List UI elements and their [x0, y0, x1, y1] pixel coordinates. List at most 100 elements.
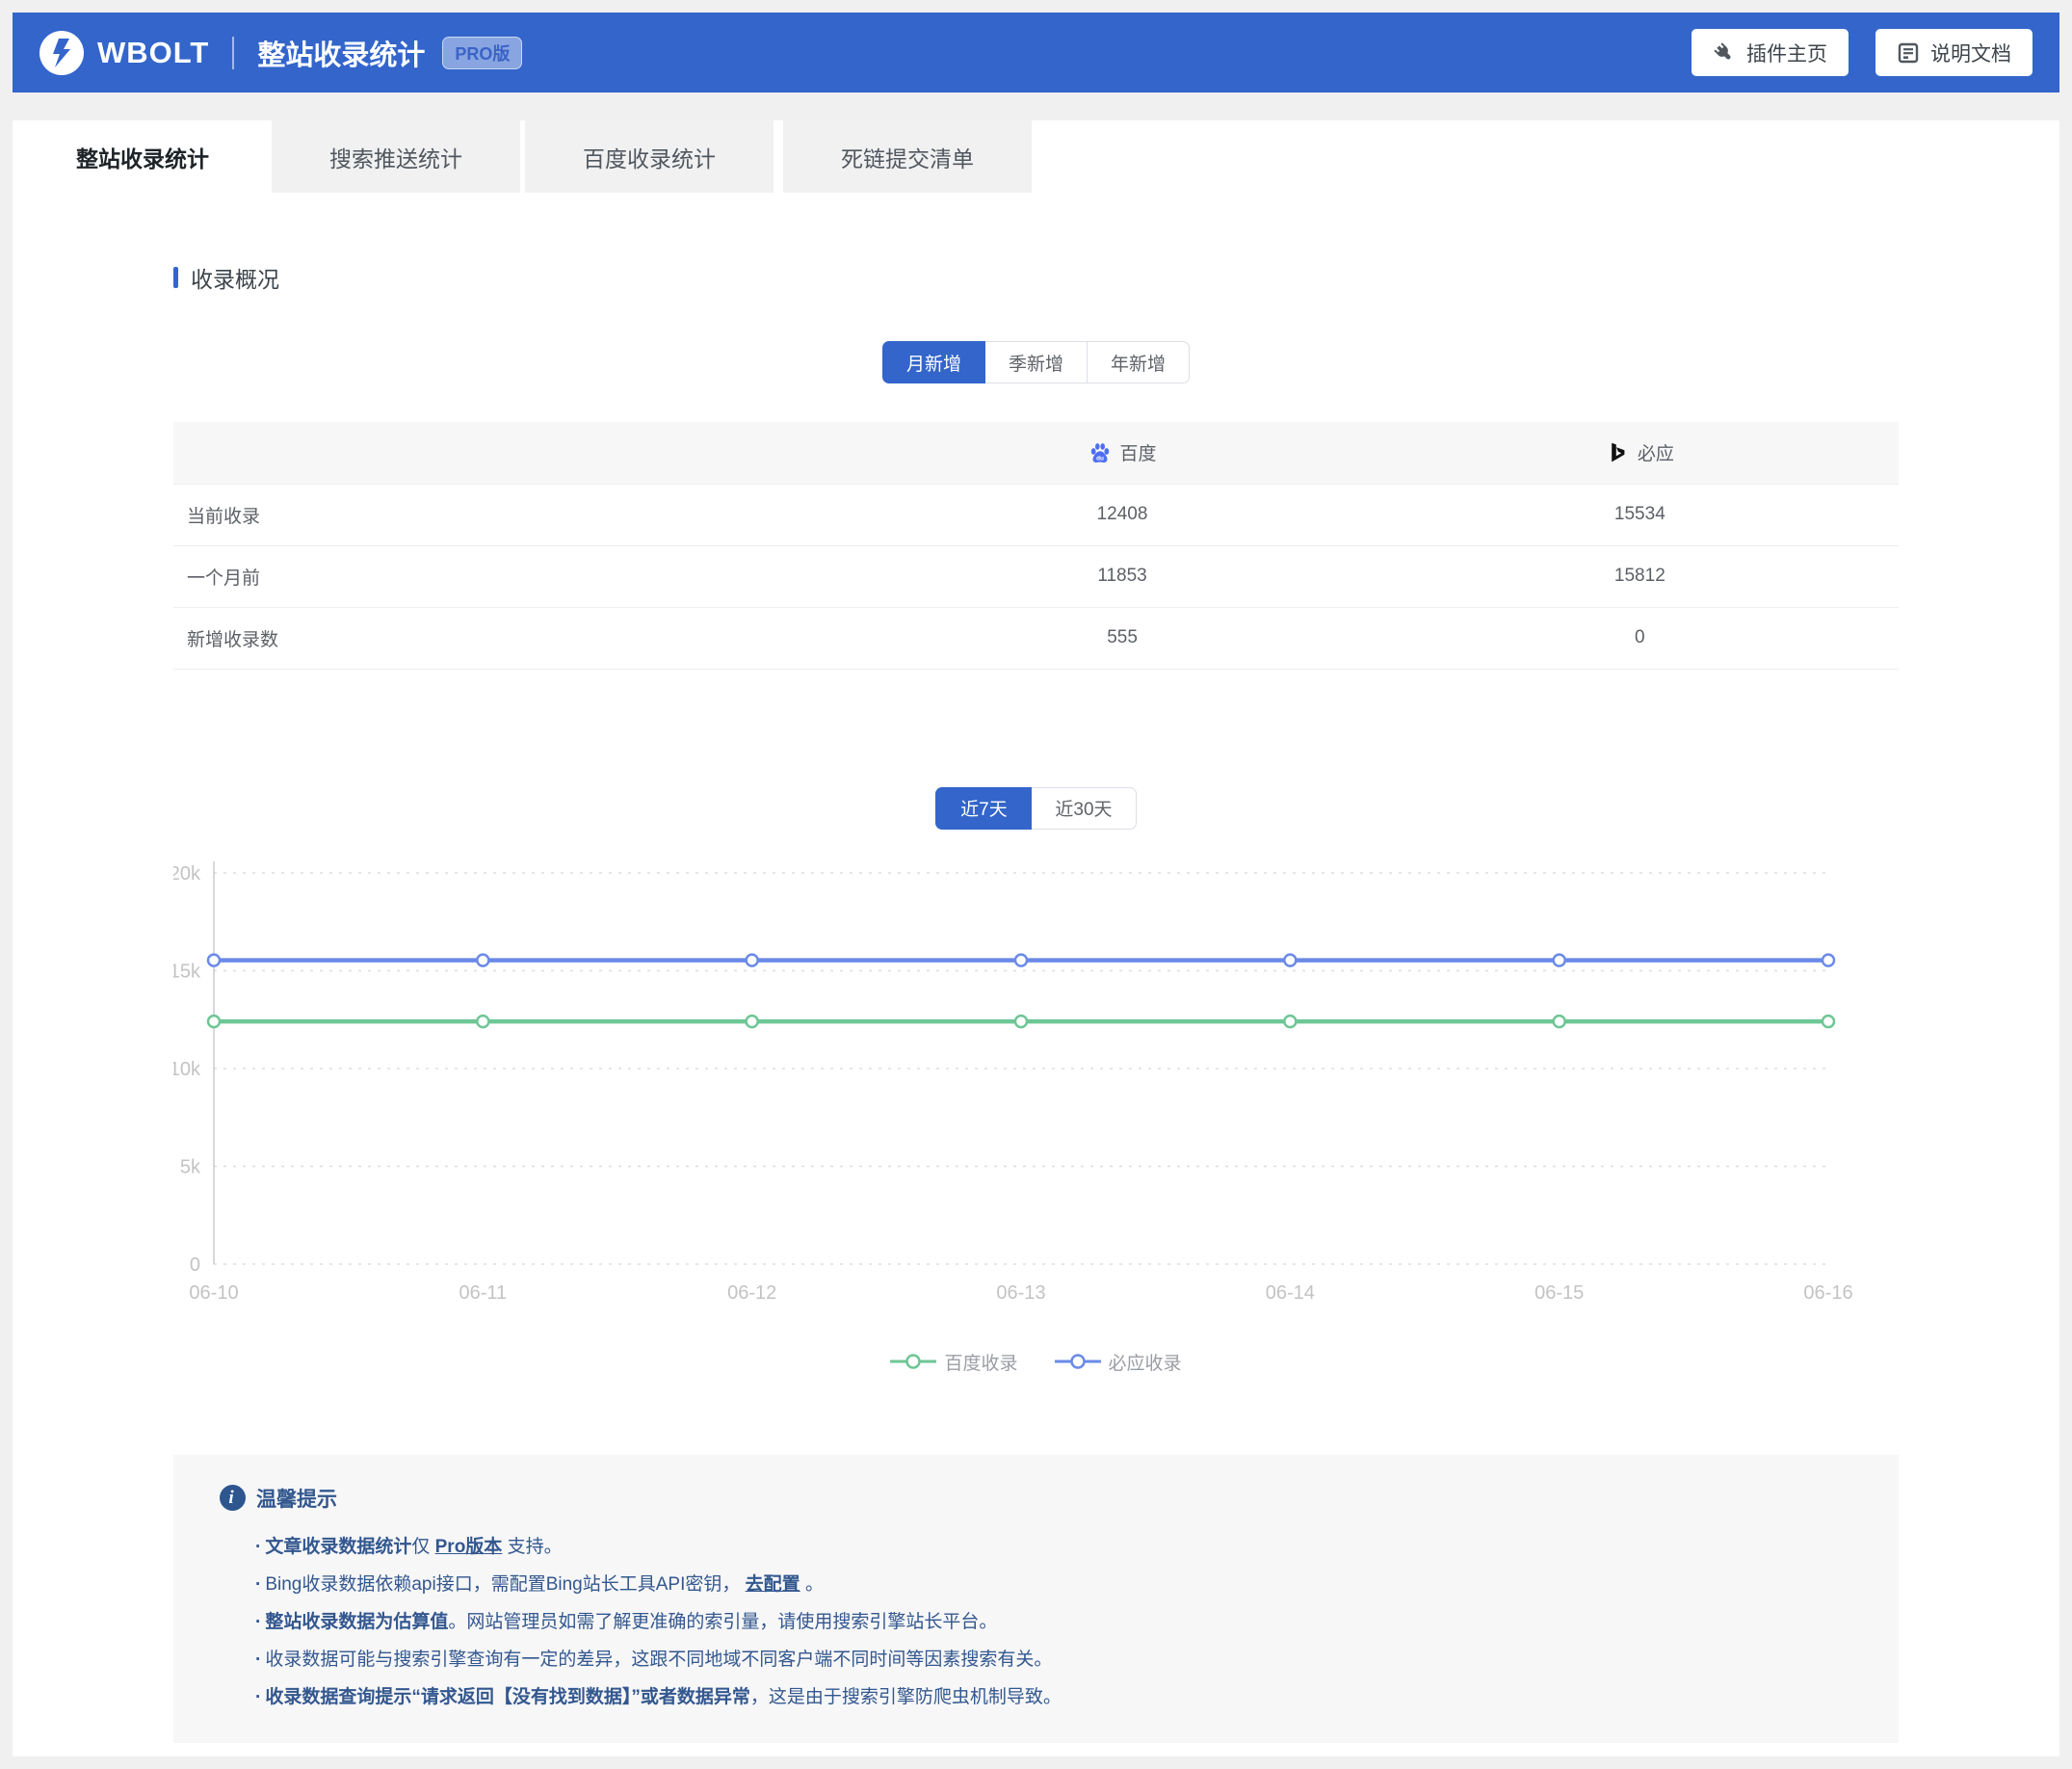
bing-column-label: 必应 [1637, 444, 1674, 465]
tab-dead-link-list[interactable]: 死链提交清单 [783, 120, 1032, 193]
baidu-column-label: 百度 [1119, 444, 1157, 465]
notice-text: 整站收录数据为估算值 [265, 1611, 449, 1632]
range-toggle-group: 近7天 近30天 [935, 786, 1137, 830]
card-body: 收录概况 月新增 季新增 年新增 [13, 261, 2059, 1756]
period-toggle-group: 月新增 季新增 年新增 [881, 341, 1191, 383]
index-summary-table: du 百度 必应 [173, 422, 1899, 670]
chart-marker [1283, 1014, 1298, 1028]
notice-header: i 温馨提示 [220, 1484, 1852, 1513]
notice-text: 收录数据可能与搜索引擎查询有一定的差异，这跟不同地域不同客户端不同时间等因素搜索… [265, 1649, 1053, 1670]
bing-icon [1612, 442, 1625, 462]
month-ago-bing-value: 15812 [1380, 545, 1899, 608]
notice-text: 文章收录数据统计 [265, 1536, 412, 1557]
line-chart-canvas: 0 5k 10k 15k 20k 06-10 06-11 06-12 06-13 06-14 06-… [173, 860, 1853, 1304]
chart-marker [476, 952, 490, 967]
baidu-icon-du-text: du [1096, 455, 1104, 462]
app-header: WBOLT 整站收录统计 PRO版 插件主页 说明文档 [13, 13, 2059, 92]
section-title-row: 收录概况 [173, 261, 1899, 294]
legend-label: 必应收录 [1108, 1353, 1182, 1374]
month-ago-baidu-value: 11853 [863, 545, 1381, 608]
configure-link[interactable]: 去配置 [745, 1573, 800, 1595]
notice-item: 收录数据可能与搜索引擎查询有一定的差异，这跟不同地域不同客户端不同时间等因素搜索… [255, 1641, 1852, 1678]
x-axis-tick-label: 06-10 [189, 1282, 238, 1304]
toggle-quarter-new[interactable]: 季新增 [984, 341, 1088, 383]
chart-marker [1552, 1014, 1566, 1028]
x-axis-tick-label: 06-12 [727, 1282, 776, 1304]
chart-marker [745, 952, 759, 967]
new-baidu-value: 555 [863, 607, 1381, 670]
index-trend-chart: 0 5k 10k 15k 20k 06-10 06-11 06-12 06-13 06-14 06-… [173, 852, 1899, 1375]
x-axis-tick-label: 06-11 [459, 1282, 507, 1304]
notice-box: i 温馨提示 文章收录数据统计仅 Pro版本 支持。 Bing收录数据依赖api… [173, 1454, 1899, 1743]
section-title-accent-bar [173, 267, 178, 288]
tab-baidu-index-stats[interactable]: 百度收录统计 [525, 120, 774, 193]
docs-label: 说明文档 [1930, 42, 2011, 66]
plugin-home-label: 插件主页 [1746, 42, 1827, 66]
baidu-column-header: du 百度 [863, 422, 1381, 485]
notice-text: 收录数据查询提示“请求返回【没有找到数据】”或者数据异常 [265, 1686, 750, 1707]
y-axis-tick-label: 10k [173, 1059, 201, 1080]
brand-name: WBOLT [97, 35, 210, 69]
legend-label: 百度收录 [944, 1353, 1018, 1374]
y-axis-tick-label: 5k [180, 1156, 201, 1177]
row-label-new-count: 新增收录数 [173, 607, 864, 670]
notice-item: 整站收录数据为估算值。网站管理员如需了解更准确的索引量，请使用搜索引擎站长平台。 [255, 1603, 1852, 1641]
chart-marker [1013, 1014, 1029, 1028]
legend-marker-icon [1054, 1354, 1101, 1369]
wbolt-lightning-logo-icon [39, 30, 84, 75]
toggle-last-7-days[interactable]: 近7天 [935, 786, 1033, 830]
y-axis-tick-label: 20k [173, 863, 201, 884]
chart-marker [1552, 952, 1566, 967]
notice-text: 仅 [411, 1536, 435, 1557]
notice-item: 文章收录数据统计仅 Pro版本 支持。 [255, 1528, 1852, 1566]
toggle-year-new[interactable]: 年新增 [1088, 341, 1191, 383]
notice-text: 。网站管理员如需了解更准确的索引量，请使用搜索引擎站长平台。 [448, 1611, 998, 1632]
tab-site-index-stats[interactable]: 整站收录统计 [18, 120, 267, 193]
x-axis-tick-label: 06-16 [1803, 1282, 1852, 1304]
x-axis-tick-label: 06-14 [1266, 1282, 1315, 1304]
notice-list: 文章收录数据统计仅 Pro版本 支持。 Bing收录数据依赖api接口，需配置B… [220, 1528, 1852, 1716]
chart-marker [1283, 952, 1298, 967]
document-icon [1898, 42, 1919, 63]
row-label-month-ago: 一个月前 [173, 545, 864, 608]
period-toggle-row: 月新增 季新增 年新增 [173, 341, 1899, 383]
chart-marker [745, 1014, 759, 1028]
plugin-home-button[interactable]: 插件主页 [1692, 29, 1849, 76]
bing-column-header: 必应 [1380, 422, 1899, 485]
table-row: 新增收录数 555 0 [173, 607, 1899, 670]
pro-version-link[interactable]: Pro版本 [434, 1536, 503, 1557]
baidu-icon: du [1090, 442, 1109, 462]
docs-button[interactable]: 说明文档 [1875, 29, 2033, 76]
chart-marker [476, 1014, 490, 1028]
pro-version-badge: PRO版 [442, 36, 523, 69]
range-toggle-row: 近7天 近30天 [173, 786, 1899, 830]
notice-text: Bing收录数据依赖api接口，需配置Bing站长工具API密钥， [265, 1573, 746, 1595]
info-icon: i [220, 1485, 246, 1511]
notice-item: 收录数据查询提示“请求返回【没有找到数据】”或者数据异常，这是由于搜索引擎防爬虫… [255, 1678, 1852, 1716]
toggle-month-new[interactable]: 月新增 [881, 341, 985, 383]
notice-item: Bing收录数据依赖api接口，需配置Bing站长工具API密钥， 去配置 。 [255, 1566, 1852, 1603]
legend-item[interactable]: 百度收录 [890, 1349, 1018, 1375]
section-title: 收录概况 [191, 267, 279, 292]
notice-title: 温馨提示 [256, 1488, 337, 1511]
row-label-current: 当前收录 [173, 484, 864, 546]
table-row: 一个月前 11853 15812 [173, 545, 1899, 608]
main-tabs: 整站收录统计 搜索推送统计 百度收录统计 死链提交清单 [13, 120, 2059, 193]
new-bing-value: 0 [1380, 607, 1899, 670]
plug-icon [1714, 41, 1731, 59]
current-bing-value: 15534 [1380, 484, 1899, 546]
tab-search-push-stats[interactable]: 搜索推送统计 [272, 120, 520, 193]
x-axis-tick-label: 06-15 [1534, 1282, 1584, 1304]
y-axis-tick-label: 15k [173, 961, 201, 982]
empty-header-cell [173, 422, 864, 485]
table-row: 当前收录 12408 15534 [173, 484, 1899, 546]
chart-marker [206, 1014, 222, 1028]
y-axis-tick-label: 0 [190, 1254, 200, 1276]
content-card: 整站收录统计 搜索推送统计 百度收录统计 死链提交清单 收录概况 月新增 季新增… [13, 120, 2059, 1756]
toggle-last-30-days[interactable]: 近30天 [1032, 786, 1137, 830]
legend-item[interactable]: 必应收录 [1054, 1349, 1182, 1375]
current-baidu-value: 12408 [863, 484, 1381, 546]
legend-marker-icon [890, 1354, 937, 1369]
notice-text: ，这是由于搜索引擎防爬虫机制导致。 [749, 1686, 1062, 1707]
